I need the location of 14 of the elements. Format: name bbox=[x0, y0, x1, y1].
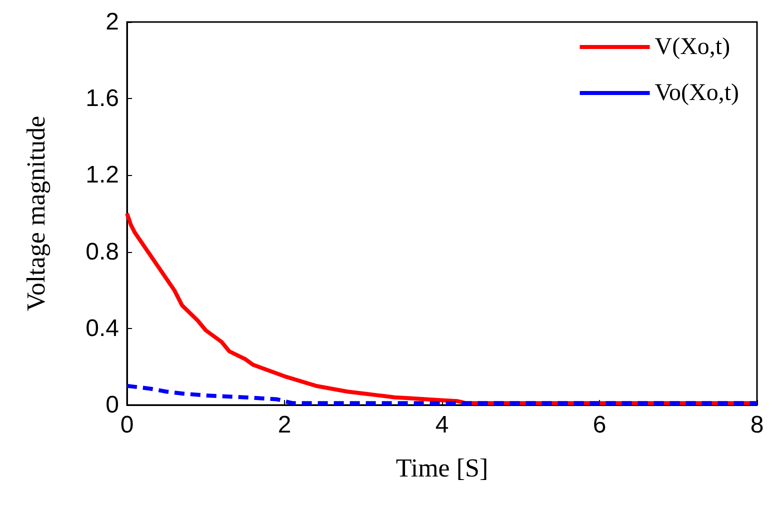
y-tick-label: 1.6 bbox=[86, 85, 119, 112]
y-axis-title: Voltage magnitude bbox=[22, 116, 50, 312]
y-tick-label: 0.4 bbox=[86, 314, 119, 342]
x-tick-label: 8 bbox=[750, 412, 764, 438]
x-tick-label: 4 bbox=[435, 412, 449, 438]
legend-label: V(Xo,t) bbox=[654, 34, 730, 60]
x-tick-label: 2 bbox=[278, 412, 292, 438]
x-tick-label: 6 bbox=[592, 412, 606, 438]
y-tick-label: 2 bbox=[106, 8, 119, 36]
legend-label: Vo(Xo,t) bbox=[654, 80, 740, 106]
y-tick-label: 0.8 bbox=[86, 238, 119, 266]
y-tick-label: 0 bbox=[106, 392, 119, 418]
y-tick-label: 1.2 bbox=[86, 162, 119, 189]
x-axis-title: Time [S] bbox=[396, 454, 488, 482]
